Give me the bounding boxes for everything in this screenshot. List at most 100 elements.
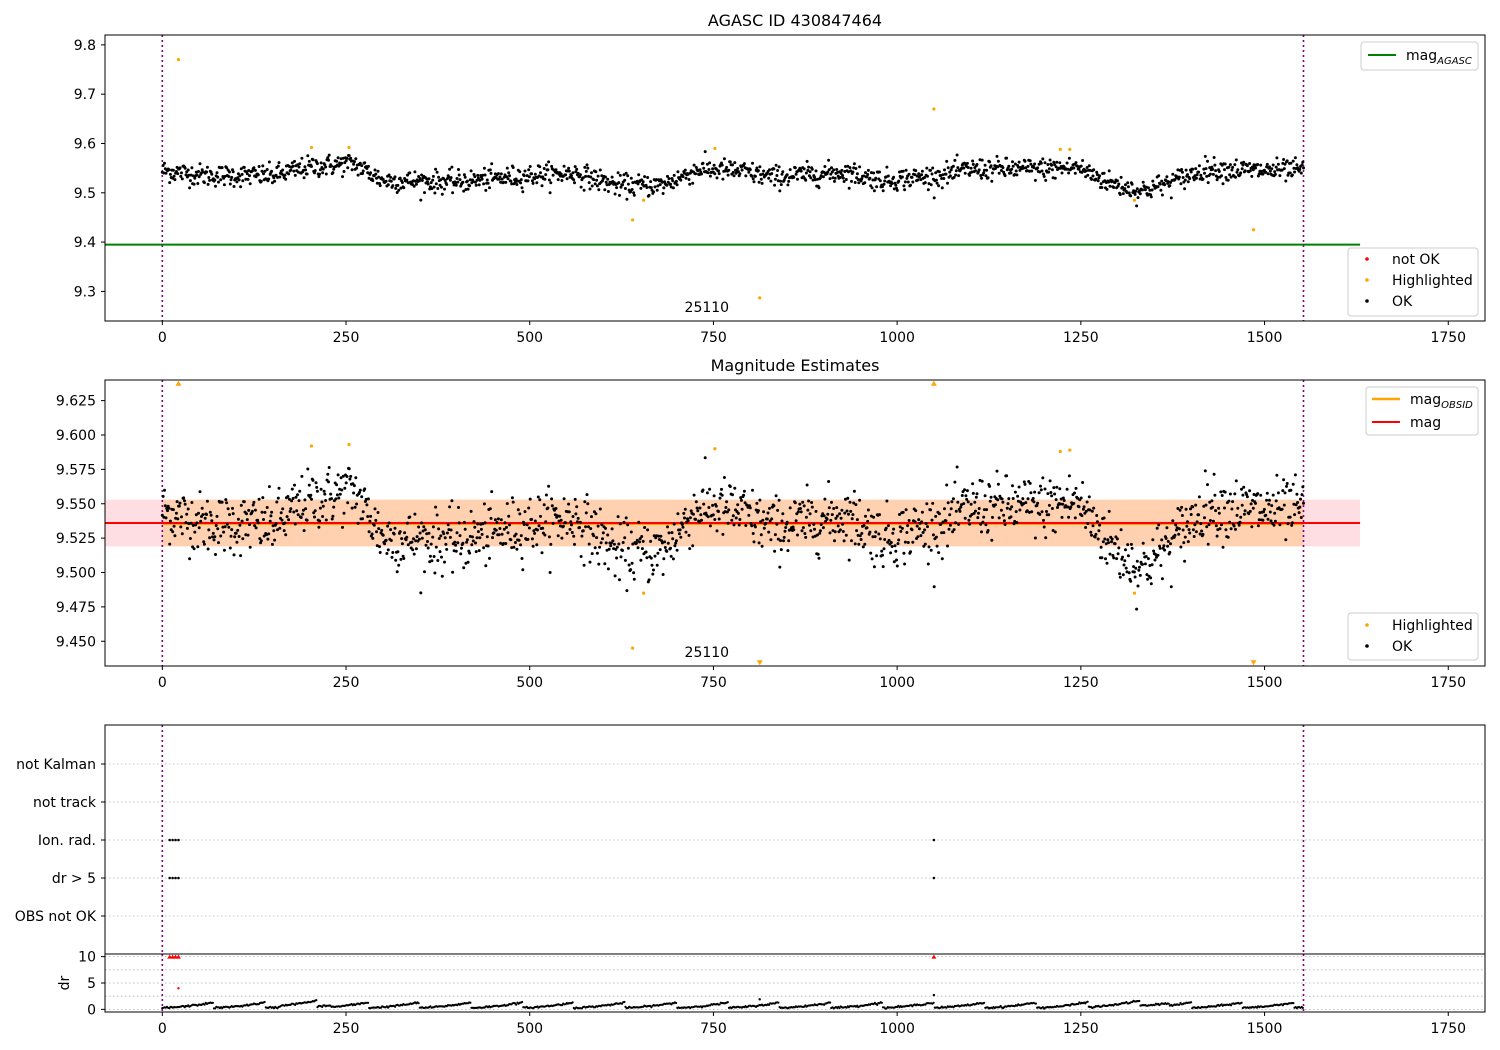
ok-point bbox=[725, 165, 729, 169]
ok-point bbox=[1267, 502, 1271, 506]
ok-point bbox=[832, 168, 836, 172]
ok-point bbox=[313, 509, 317, 513]
ok-point bbox=[627, 563, 631, 567]
ok-point bbox=[527, 168, 531, 172]
ok-point bbox=[1206, 542, 1210, 546]
ok-point bbox=[1256, 492, 1260, 496]
highlighted-clipped-up bbox=[930, 380, 937, 386]
ok-point bbox=[600, 523, 604, 527]
ok-point bbox=[550, 504, 554, 508]
ok-point bbox=[329, 492, 333, 496]
dr-point bbox=[203, 1003, 206, 1006]
ok-point bbox=[565, 531, 569, 535]
ok-point bbox=[926, 525, 929, 529]
ok-point bbox=[1033, 536, 1037, 540]
ok-point bbox=[474, 541, 477, 545]
ok-point bbox=[477, 549, 481, 553]
ok-point bbox=[757, 541, 761, 545]
highlighted-point bbox=[758, 296, 762, 300]
ok-point bbox=[1234, 479, 1238, 483]
ok-point bbox=[806, 168, 810, 172]
ok-point bbox=[402, 186, 406, 190]
ok-point bbox=[1023, 159, 1027, 163]
ok-point bbox=[1226, 178, 1230, 182]
ok-point bbox=[1138, 192, 1142, 196]
ok-point bbox=[594, 512, 598, 516]
ok-point bbox=[939, 522, 943, 526]
ok-point bbox=[623, 536, 627, 540]
ok-point bbox=[679, 178, 683, 182]
ok-point bbox=[1276, 162, 1280, 166]
ok-point bbox=[1054, 498, 1058, 502]
ok-point bbox=[951, 530, 955, 534]
ok-point bbox=[1214, 169, 1218, 173]
ok-point bbox=[572, 534, 576, 538]
ok-point bbox=[1217, 506, 1221, 510]
ok-point bbox=[731, 163, 734, 167]
ok-point bbox=[209, 513, 213, 517]
ok-point bbox=[532, 529, 536, 533]
ok-point bbox=[496, 517, 500, 521]
ok-point bbox=[708, 487, 712, 491]
ok-point bbox=[886, 174, 890, 178]
dr-point bbox=[469, 1001, 472, 1004]
ok-point bbox=[1199, 173, 1203, 177]
flag-row-label: not track bbox=[33, 795, 97, 811]
ok-point bbox=[768, 168, 771, 172]
ok-point bbox=[367, 530, 371, 534]
ok-point bbox=[1017, 485, 1021, 489]
ok-point bbox=[531, 544, 535, 548]
ok-point bbox=[827, 158, 831, 162]
ok-point bbox=[168, 172, 172, 176]
ok-point bbox=[1146, 557, 1150, 561]
ok-point bbox=[649, 556, 653, 560]
ok-point bbox=[1065, 161, 1069, 165]
ok-point bbox=[1115, 537, 1119, 541]
ok-point bbox=[760, 544, 764, 548]
ok-point bbox=[808, 512, 812, 516]
ok-point bbox=[1233, 492, 1237, 496]
ok-point bbox=[995, 154, 999, 158]
ok-point bbox=[1285, 484, 1288, 488]
ok-point bbox=[180, 177, 184, 181]
ok-point bbox=[700, 172, 703, 176]
ok-point bbox=[1053, 530, 1057, 534]
ok-point bbox=[187, 173, 191, 177]
ok-point bbox=[1194, 176, 1198, 180]
ok-point bbox=[380, 528, 384, 532]
ok-point bbox=[462, 566, 466, 570]
ok-point bbox=[610, 175, 614, 179]
ok-point bbox=[697, 520, 701, 524]
ok-point bbox=[1265, 165, 1269, 169]
ok-point bbox=[489, 171, 493, 175]
ok-point bbox=[842, 180, 846, 183]
ok-point bbox=[907, 519, 911, 522]
ok-point bbox=[509, 538, 513, 542]
ok-point bbox=[715, 176, 719, 180]
ok-point bbox=[785, 520, 789, 524]
ok-point bbox=[1011, 484, 1014, 488]
ok-point bbox=[1213, 493, 1217, 497]
ok-point bbox=[714, 504, 718, 508]
ok-point bbox=[347, 467, 351, 471]
ok-point bbox=[533, 172, 537, 176]
ok-point bbox=[875, 185, 879, 189]
ok-point bbox=[963, 488, 966, 492]
ok-point bbox=[717, 172, 721, 176]
y-tick-label: 9.500 bbox=[56, 566, 96, 582]
ok-point bbox=[737, 523, 741, 527]
ok-point bbox=[383, 542, 387, 546]
ok-point bbox=[1242, 485, 1246, 489]
ok-point bbox=[952, 528, 956, 532]
ok-point bbox=[616, 515, 620, 519]
ok-point bbox=[1243, 169, 1247, 173]
ok-point bbox=[924, 522, 928, 525]
ok-point bbox=[807, 499, 811, 503]
ok-point bbox=[684, 530, 688, 534]
ok-point bbox=[327, 466, 331, 469]
ok-point bbox=[1116, 552, 1120, 556]
ok-point bbox=[1141, 188, 1144, 192]
ok-point bbox=[1234, 527, 1237, 531]
x-tick-label: 500 bbox=[516, 675, 543, 691]
